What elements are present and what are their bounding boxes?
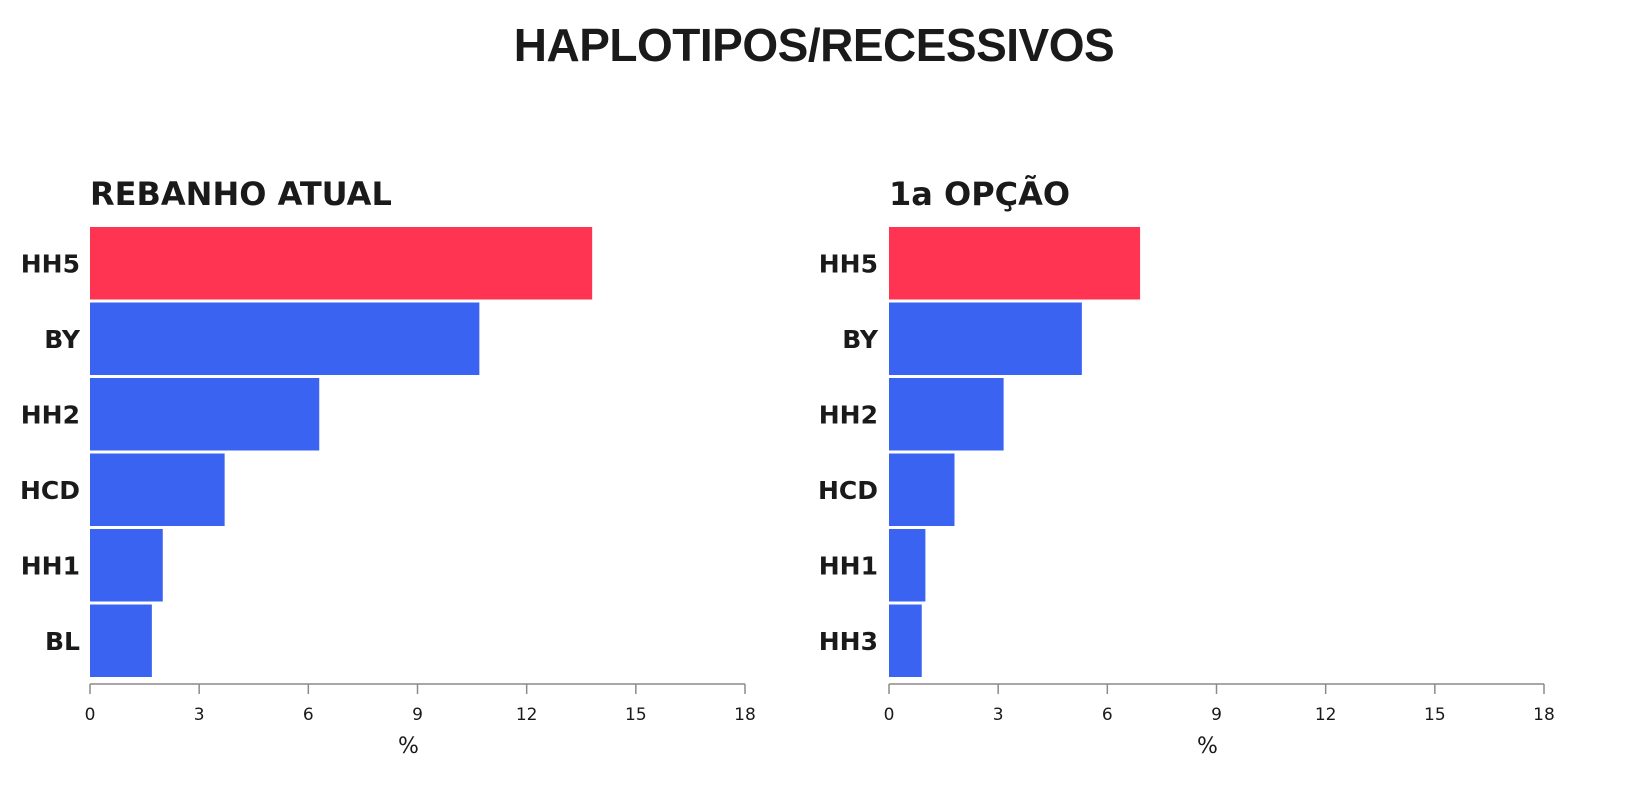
x-tick-label: 3: [993, 705, 1004, 725]
bar-hh5: [889, 227, 1141, 300]
bar-hh3: [889, 604, 922, 677]
category-label: HH1: [21, 551, 80, 580]
category-label: BL: [45, 627, 80, 656]
chart-main-title: HAPLOTIPOS/RECESSIVOS: [513, 19, 1115, 71]
category-label: BY: [842, 325, 879, 354]
category-label: HH2: [21, 400, 80, 429]
panel-title: REBANHO ATUAL: [90, 175, 392, 213]
bar-by: [889, 302, 1082, 375]
category-label: HCD: [818, 476, 878, 505]
category-label: HH1: [819, 551, 878, 580]
category-label: HH3: [819, 627, 878, 656]
bar-hh2: [889, 378, 1004, 451]
x-tick-label: 15: [625, 705, 647, 725]
x-tick-label: 18: [734, 705, 756, 725]
bar-hh1: [90, 529, 163, 602]
category-label: HH2: [819, 400, 878, 429]
x-tick-label: 12: [516, 705, 538, 725]
x-axis-title: %: [398, 734, 419, 759]
category-label: BY: [44, 325, 81, 354]
x-tick-label: 6: [303, 705, 314, 725]
bar-hcd: [889, 453, 955, 526]
x-tick-label: 18: [1533, 705, 1555, 725]
x-tick-label: 9: [412, 705, 423, 725]
bar-bl: [90, 604, 152, 677]
panel-title: 1a OPÇÃO: [889, 175, 1070, 213]
x-tick-label: 15: [1424, 705, 1446, 725]
x-tick-label: 6: [1102, 705, 1113, 725]
bar-by: [90, 302, 480, 375]
x-tick-label: 12: [1315, 705, 1337, 725]
bar-hh1: [889, 529, 926, 602]
panel-primeira-opcao: 1a OPÇÃO HH5 BY HH2 HCD HH1 HH3 0 3 6 9 12 15 18%: [818, 175, 1555, 759]
bar-hcd: [90, 453, 225, 526]
category-label: HH5: [819, 249, 878, 278]
category-label: HCD: [20, 476, 80, 505]
category-label: HH5: [21, 249, 80, 278]
bar-hh2: [90, 378, 320, 451]
x-tick-label: 9: [1211, 705, 1222, 725]
x-axis-title: %: [1197, 734, 1218, 759]
x-tick-label: 0: [884, 705, 895, 725]
panel-rebanho-atual: REBANHO ATUAL HH5 BY HH2 HCD HH1 BL 0 3 6 9 12 15 18%: [20, 175, 756, 759]
x-tick-label: 3: [194, 705, 205, 725]
bar-hh5: [90, 227, 593, 300]
x-tick-label: 0: [85, 705, 96, 725]
